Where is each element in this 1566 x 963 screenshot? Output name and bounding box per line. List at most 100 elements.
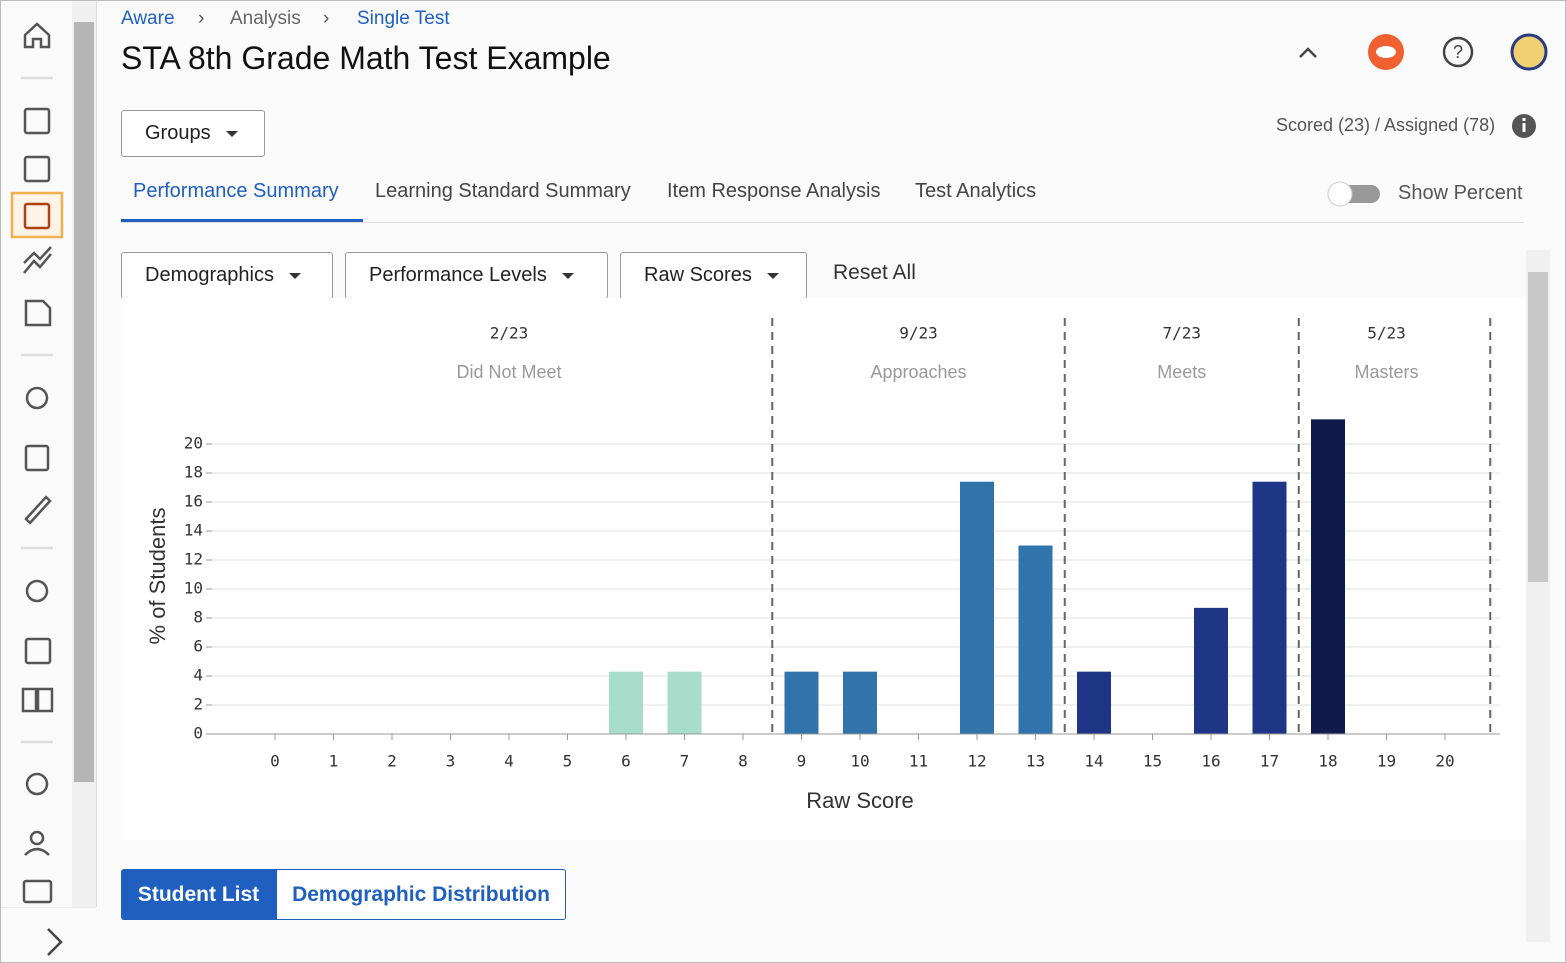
search-icon[interactable] bbox=[23, 155, 51, 183]
eye-icon-inner bbox=[1376, 46, 1396, 58]
user-icon[interactable] bbox=[29, 830, 45, 846]
x-tick-label: 2 bbox=[387, 752, 397, 771]
x-tick-label: 14 bbox=[1084, 752, 1103, 771]
x-tick-label: 7 bbox=[680, 752, 690, 771]
level-count: 2/23 bbox=[490, 324, 529, 343]
y-tick-label: 12 bbox=[184, 550, 203, 569]
folder-icon[interactable] bbox=[22, 879, 53, 904]
y-axis-title: % of Students bbox=[145, 508, 170, 645]
book-icon[interactable] bbox=[21, 687, 54, 713]
x-tick-label: 9 bbox=[797, 752, 807, 771]
tasks-icon[interactable] bbox=[24, 444, 50, 472]
bar bbox=[667, 671, 702, 734]
y-tick-label: 8 bbox=[193, 608, 203, 627]
segment-label: Student List bbox=[137, 882, 260, 906]
scored-assigned: Scored (23) / Assigned (78) bbox=[1276, 115, 1496, 135]
x-tick-label: 15 bbox=[1143, 752, 1162, 771]
user-icon-body bbox=[24, 847, 50, 856]
settings-icon[interactable] bbox=[25, 772, 49, 796]
segment-label: Demographic Distribution bbox=[292, 882, 550, 906]
info-glyph bbox=[1522, 118, 1526, 121]
tab[interactable]: Learning Standard Summary bbox=[375, 180, 631, 202]
settings-icon[interactable] bbox=[25, 386, 49, 410]
x-tick-label: 8 bbox=[738, 752, 748, 771]
doc-icon[interactable] bbox=[24, 299, 52, 327]
tab-indicator bbox=[121, 219, 363, 222]
y-tick-label: 2 bbox=[193, 695, 203, 714]
groups-button[interactable]: Groups bbox=[121, 110, 265, 157]
x-tick-label: 11 bbox=[909, 752, 928, 771]
bar bbox=[1194, 607, 1228, 734]
reset-all[interactable]: Reset All bbox=[833, 261, 916, 284]
filter-button[interactable]: Performance Levels bbox=[345, 252, 608, 299]
x-tick-label: 10 bbox=[850, 752, 869, 771]
bar bbox=[1311, 419, 1345, 734]
home-icon[interactable] bbox=[23, 22, 51, 49]
x-tick-label: 18 bbox=[1318, 752, 1337, 771]
breadcrumb-link[interactable]: Aware bbox=[121, 8, 175, 29]
y-tick-label: 0 bbox=[193, 724, 203, 743]
trend-icon[interactable] bbox=[23, 246, 52, 274]
x-tick-label: 4 bbox=[504, 752, 514, 771]
y-tick-label: 16 bbox=[184, 492, 203, 511]
view-icon[interactable] bbox=[23, 107, 51, 135]
filter-button[interactable]: Raw Scores bbox=[620, 252, 807, 299]
avatar[interactable] bbox=[1510, 33, 1548, 71]
tab[interactable]: Item Response Analysis bbox=[667, 180, 881, 202]
breadcrumb-item[interactable]: Analysis bbox=[230, 8, 301, 29]
tab[interactable]: Test Analytics bbox=[915, 180, 1037, 202]
bar bbox=[784, 671, 819, 734]
main-scroll-thumb[interactable] bbox=[1528, 272, 1548, 582]
edit-icon[interactable] bbox=[24, 495, 52, 525]
x-tick-label: 5 bbox=[563, 752, 573, 771]
toggle[interactable] bbox=[1322, 178, 1384, 210]
tab-divider bbox=[121, 222, 1524, 223]
tab-active[interactable]: Performance Summary bbox=[133, 180, 339, 202]
level-count: 7/23 bbox=[1162, 324, 1201, 343]
level-name: Masters bbox=[1354, 362, 1418, 382]
segment-active[interactable]: Student List bbox=[121, 869, 276, 920]
bar bbox=[1252, 481, 1287, 734]
help-glyph: ? bbox=[1453, 42, 1463, 62]
bar bbox=[1018, 545, 1053, 734]
active-highlight bbox=[10, 191, 64, 239]
toggle-label: Show Percent bbox=[1398, 182, 1523, 204]
y-tick-label: 20 bbox=[184, 434, 203, 453]
y-tick-label: 14 bbox=[184, 521, 203, 540]
breadcrumb-separator: › bbox=[323, 8, 330, 29]
help-icon[interactable] bbox=[1442, 36, 1474, 68]
segment[interactable]: Demographic Distribution bbox=[276, 869, 566, 920]
y-tick-label: 4 bbox=[193, 666, 203, 685]
analysis-icon[interactable] bbox=[23, 202, 51, 230]
header-icons: ? bbox=[1299, 33, 1548, 71]
collapse-icon[interactable] bbox=[1299, 47, 1317, 58]
x-tick-label: 13 bbox=[1026, 752, 1045, 771]
button-label: Groups bbox=[145, 122, 211, 144]
x-tick-label: 6 bbox=[621, 752, 631, 771]
level-name: Did Not Meet bbox=[456, 362, 561, 382]
level-count: 9/23 bbox=[899, 324, 938, 343]
info-icon[interactable] bbox=[1510, 112, 1538, 140]
filter-button[interactable]: Demographics bbox=[121, 252, 333, 299]
expand-button[interactable] bbox=[1, 907, 96, 961]
level-count: 5/23 bbox=[1367, 324, 1406, 343]
button-label: Raw Scores bbox=[644, 264, 752, 286]
breadcrumb-separator: › bbox=[198, 8, 205, 29]
y-tick-label: 10 bbox=[184, 579, 203, 598]
sidebar-icons bbox=[10, 22, 64, 904]
info-glyph bbox=[1522, 123, 1526, 132]
page-title: STA 8th Grade Math Test Example bbox=[121, 40, 611, 76]
breadcrumb-item[interactable]: Single Test bbox=[357, 8, 450, 29]
y-tick-label: 6 bbox=[193, 637, 203, 656]
form-icon[interactable] bbox=[24, 637, 52, 665]
x-tick-label: 12 bbox=[967, 752, 986, 771]
bar bbox=[609, 671, 643, 734]
x-tick-label: 16 bbox=[1201, 752, 1220, 771]
sidebar-scroll-thumb[interactable] bbox=[74, 22, 94, 782]
x-tick-label: 19 bbox=[1377, 752, 1396, 771]
settings-icon[interactable] bbox=[25, 579, 49, 603]
x-tick-label: 0 bbox=[270, 752, 280, 771]
chevron-icon bbox=[47, 928, 63, 956]
bar bbox=[843, 671, 877, 734]
